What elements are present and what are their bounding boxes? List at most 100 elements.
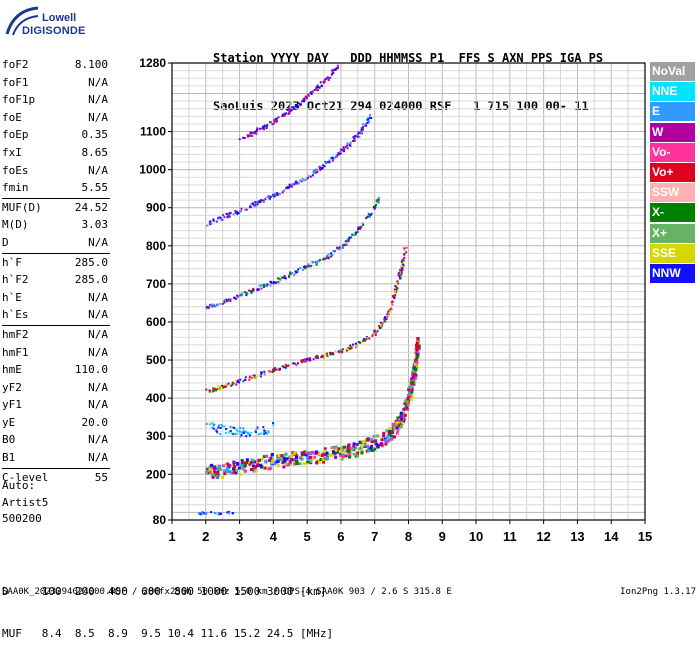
y-tick-label: 1100 [140,125,166,139]
echo-point [271,123,274,126]
echo-point [269,466,273,470]
echo-point [234,209,237,212]
echo-point [342,146,345,149]
echo-point [333,250,336,253]
echo-point [345,348,348,350]
echo-point [414,367,418,371]
echo-point [411,381,414,385]
echo-point [225,212,228,215]
echo-point [360,445,364,449]
echo-point [309,357,312,360]
echo-point [300,451,304,455]
version-label: Ion2Png 1.3.17 [620,587,696,597]
echo-point [200,513,203,516]
echo-point [410,388,414,392]
echo-point [235,383,238,386]
echo-point [243,291,246,294]
param-name: fxI [2,145,22,159]
echo-point [374,442,378,446]
echo-point [254,377,257,380]
param-row: fxI 8.65 [2,144,110,162]
echo-point [256,203,259,205]
echo-point [387,438,391,442]
echo-point [254,429,257,432]
echo-point [396,424,400,428]
echo-point [254,469,258,473]
echo-point [247,431,249,434]
echo-point [304,267,307,270]
echo-point [297,268,300,271]
echo-point [399,411,403,415]
echo-point [266,283,269,286]
echo-point [323,453,326,457]
echo-point [249,468,253,472]
echo-point [263,286,265,288]
echo-point [313,455,317,459]
echo-point [238,138,241,141]
echo-point [210,473,214,477]
echo-point [267,430,270,433]
echo-point [232,467,235,471]
echo-point [265,454,268,458]
echo-point [266,196,269,199]
echo-point [342,149,345,152]
echo-point [226,213,229,215]
echo-point [225,431,227,434]
echo-point [281,365,284,368]
echo-point [258,284,261,287]
echo-point [415,365,419,369]
echo-point [293,462,297,466]
echo-point [374,332,377,335]
param-name: C-level [2,470,49,484]
echo-point [332,250,335,253]
param-value: N/A [88,93,108,107]
echo-point [345,349,348,352]
echo-point [400,269,403,272]
echo-point [356,231,359,234]
echo-point [269,197,271,200]
echo-point [252,464,255,468]
echo-point [203,512,206,515]
echo-point [368,116,371,119]
echo-point [316,262,318,265]
echo-point [390,437,394,441]
echo-point [273,193,276,196]
echo-point [351,233,354,236]
echo-point [402,259,405,262]
echo-point [273,119,276,122]
echo-point [354,233,357,236]
echo-point [346,450,350,454]
echo-point [343,445,346,449]
param-row: foF1p N/A [2,91,110,109]
echo-point [391,303,394,306]
echo-point [255,132,258,135]
param-name: foF1p [2,93,36,107]
echo-point [320,85,323,88]
param-value: 3.03 [81,218,109,232]
echo-point [240,431,243,434]
echo-point [317,452,321,456]
echo-point [230,384,233,387]
echo-point [285,463,289,467]
echo-point [304,358,307,361]
echo-point [240,207,243,210]
echo-point [353,137,356,140]
echo-point [272,369,275,372]
echo-point [252,469,256,473]
echo-point [316,356,319,359]
echo-point [290,108,293,111]
echo-point [337,447,341,451]
echo-point [233,426,236,429]
echo-point [405,246,408,249]
echo-point [289,458,293,462]
echo-point [282,465,286,469]
echo-point [356,133,359,136]
echo-point [273,195,276,198]
echo-point [400,275,403,278]
echo-point [312,170,315,173]
echo-point [214,473,218,477]
echo-point [235,428,238,431]
echo-point [383,439,387,442]
echo-point [352,452,356,456]
echo-point [271,458,275,462]
